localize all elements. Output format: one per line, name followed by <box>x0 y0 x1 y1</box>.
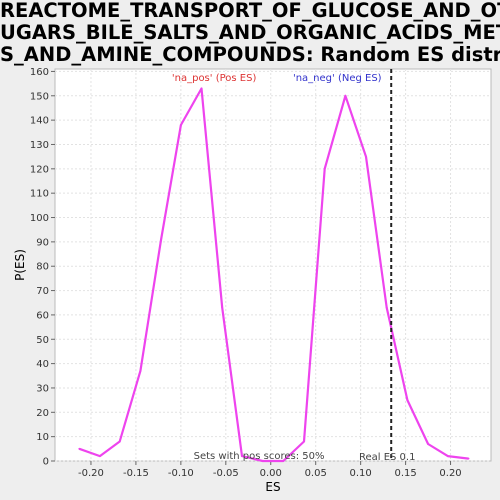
chart-title-line-3: S_AND_AMINE_COMPOUNDS: Random ES distrib… <box>0 43 500 66</box>
data-point <box>365 155 367 158</box>
grid-lines <box>55 69 491 462</box>
data-point <box>139 370 142 372</box>
y-axis-ticks: 0 10 20 30 40 50 60 70 80 90 100 110 120 130 140 150 160 <box>30 67 55 468</box>
y-tick-label: 160 <box>30 67 49 78</box>
pos-es-label: 'na_pos' (Pos ES) <box>172 73 257 84</box>
y-tick-label: 50 <box>36 335 49 346</box>
plot-background <box>54 68 492 462</box>
data-point <box>446 455 449 458</box>
x-tick-label: -0.05 <box>213 468 239 479</box>
x-tick-label: 0.00 <box>260 468 282 479</box>
y-tick-label: 100 <box>30 213 49 224</box>
pos-scores-note: Sets with pos scores: 50% <box>194 451 325 462</box>
y-tick-label: 120 <box>30 164 49 175</box>
y-tick-label: 140 <box>30 116 49 127</box>
data-point <box>78 447 81 450</box>
y-tick-label: 110 <box>30 189 49 200</box>
y-tick-label: 70 <box>36 286 49 297</box>
x-axis-label: ES <box>265 480 280 494</box>
data-point <box>344 94 347 97</box>
data-point <box>200 87 203 90</box>
y-tick-label: 130 <box>30 140 49 151</box>
y-axis-label: P(ES) <box>13 249 27 281</box>
es-distribution-line <box>78 87 469 463</box>
data-point <box>467 457 470 460</box>
y-tick-label: 90 <box>36 237 49 248</box>
data-point <box>179 124 182 126</box>
y-tick-label: 80 <box>36 262 49 273</box>
x-axis-ticks: -0.20 -0.15 -0.10 -0.05 0.00 0.05 0.10 0.15 0.20 <box>78 461 462 479</box>
chart-title-line-1: REACTOME_TRANSPORT_OF_GLUCOSE_AND_OTHER_… <box>0 0 500 22</box>
data-point <box>303 440 305 443</box>
y-tick-label: 20 <box>36 408 49 419</box>
real-es-label: Real ES 0.1 <box>359 452 415 463</box>
y-tick-label: 60 <box>36 310 49 321</box>
data-point <box>282 460 285 462</box>
y-tick-label: 10 <box>36 432 49 443</box>
x-tick-label: -0.10 <box>168 468 194 479</box>
x-tick-label: 0.20 <box>439 468 461 479</box>
data-point <box>160 238 162 241</box>
data-point <box>385 306 388 309</box>
data-point <box>261 460 264 462</box>
x-tick-label: -0.15 <box>123 468 149 479</box>
data-point <box>241 455 243 458</box>
data-point <box>406 399 409 402</box>
x-tick-label: 0.15 <box>394 468 416 479</box>
annotations: 'na_pos' (Pos ES) 'na_neg' (Neg ES) Real… <box>172 69 415 463</box>
series-group <box>78 87 470 463</box>
x-tick-label: 0.05 <box>305 468 327 479</box>
data-point <box>323 167 326 170</box>
x-tick-label: -0.20 <box>78 468 104 479</box>
y-tick-label: 40 <box>36 359 49 370</box>
chart-title-line-2: UGARS_BILE_SALTS_AND_ORGANIC_ACIDS_METAL… <box>0 21 500 44</box>
data-point <box>99 455 101 458</box>
y-tick-label: 150 <box>30 91 49 102</box>
data-point <box>118 440 121 443</box>
neg-es-label: 'na_neg' (Neg ES) <box>293 73 382 84</box>
data-point <box>221 306 224 309</box>
y-tick-label: 30 <box>36 383 49 394</box>
y-tick-label: 0 <box>43 457 49 468</box>
x-tick-label: 0.10 <box>350 468 372 479</box>
data-point <box>427 443 429 445</box>
chart-title: REACTOME_TRANSPORT_OF_GLUCOSE_AND_OTHER_… <box>0 0 500 66</box>
